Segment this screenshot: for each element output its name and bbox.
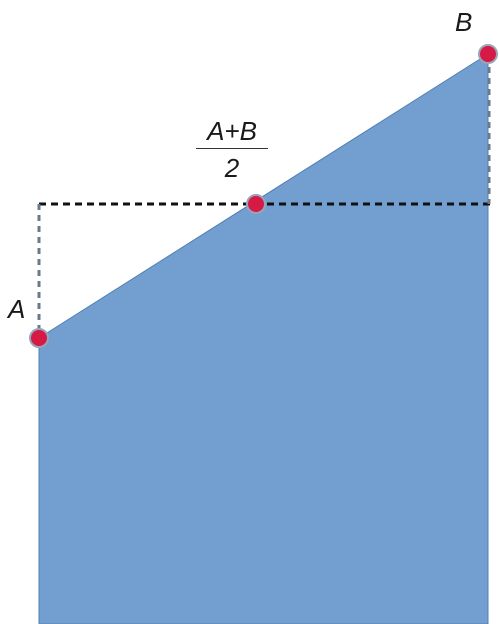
point-b-marker	[478, 44, 498, 64]
fraction-bar	[196, 148, 268, 149]
midpoint-marker	[246, 194, 266, 214]
fraction-denominator: 2	[224, 153, 240, 183]
fraction-numerator: A+B	[207, 116, 257, 146]
trapezoid-area	[38, 53, 489, 624]
point-a-marker	[29, 328, 49, 348]
point-b-label: B	[455, 7, 473, 37]
midpoint-fraction-label: A+B 2	[196, 118, 268, 181]
point-a-label: A	[8, 294, 26, 324]
